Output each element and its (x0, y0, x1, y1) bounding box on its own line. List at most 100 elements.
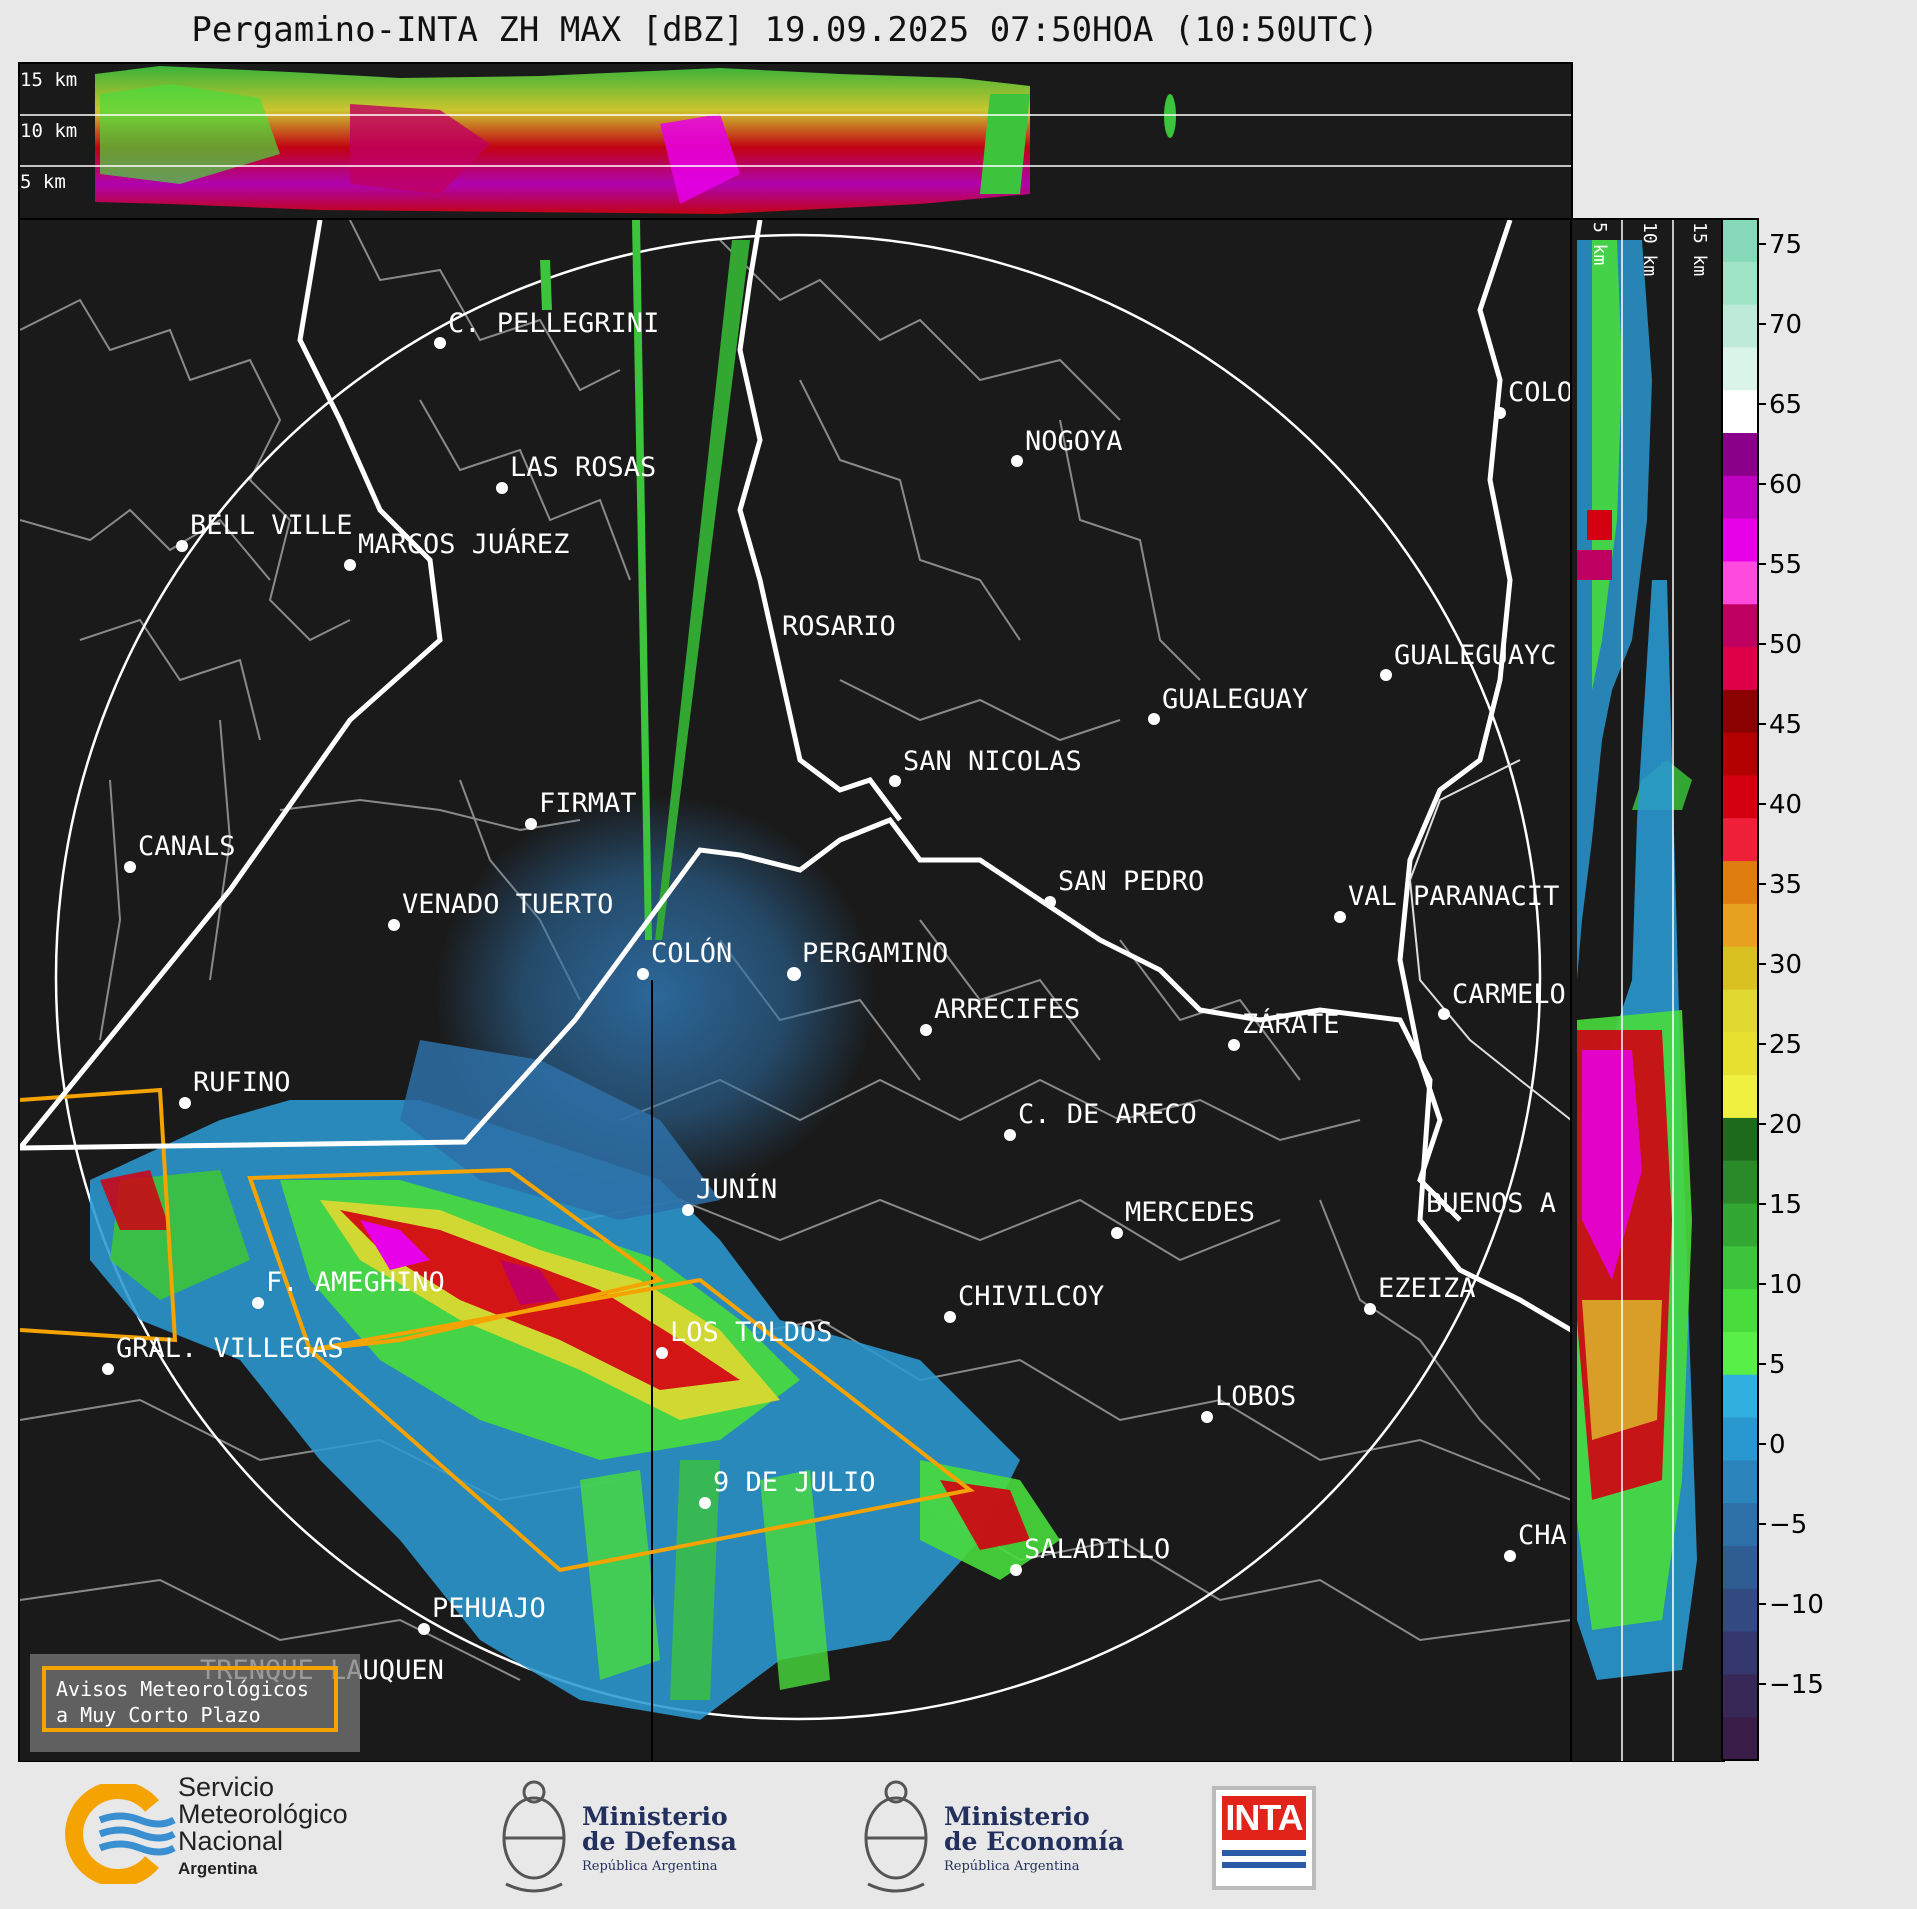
warning-legend: Avisos Meteorológicos a Muy Corto Plazo (30, 1654, 360, 1752)
province-border-south (20, 816, 1571, 1333)
city-label: COLO (1508, 377, 1571, 408)
city-label: BELL VILLE (190, 510, 353, 541)
defensa-line1: Ministerio (582, 1802, 728, 1831)
city-label: ARRECIFES (934, 994, 1080, 1025)
boundary-line (719, 239, 1121, 421)
warning-polygon-3 (305, 1277, 975, 1573)
economia-line3: República Argentina (944, 1859, 1080, 1874)
boundary-line (20, 1578, 521, 1681)
echo-core-2 (500, 1260, 560, 1305)
radar-map-svg[interactable]: C. PELLEGRINI LAS ROSAS BELL VILLE MARCO… (20, 220, 1571, 1761)
city-label: BUENOS A (1426, 1188, 1556, 1219)
side-height-label-15: 15 km (1689, 222, 1710, 276)
city-dot (1228, 1039, 1240, 1051)
colorbar-swatch (1722, 818, 1758, 862)
city-label: 9 DE JULIO (713, 1467, 876, 1498)
city-label: C. PELLEGRINI (448, 308, 659, 339)
city-label: ROSARIO (782, 611, 896, 642)
isolated-echo (540, 260, 552, 310)
colorbar-swatch (1722, 433, 1758, 477)
boundary-line (579, 1198, 1281, 1262)
colorbar-swatch (1722, 1075, 1758, 1119)
footer-logos: Servicio Meteorológico Nacional Argentin… (0, 1762, 1917, 1909)
top-profile-core-2 (660, 114, 740, 204)
boundary-line (209, 719, 232, 981)
radar-range-circle (54, 233, 1542, 1721)
colorbar-swatch (1722, 1331, 1758, 1376)
warning-legend-line2: a Muy Corto Plazo (56, 1703, 261, 1727)
city-dot (1438, 1008, 1450, 1020)
city-label: LOS TOLDOS (670, 1317, 833, 1348)
colorbar-tick-label: −15 (1769, 1670, 1824, 1700)
colorbar-swatch (1722, 689, 1758, 734)
side-profile-svg: 5 km 10 km 15 km (1577, 220, 1710, 1761)
colorbar-tick-label: 55 (1769, 550, 1802, 580)
boundary-line (719, 1318, 1571, 1501)
city-label: RUFINO (193, 1067, 291, 1098)
coat-laurel (867, 1882, 925, 1893)
inta-logo-bar (1222, 1862, 1306, 1868)
colorbar-swatches (1722, 219, 1758, 1761)
warning-polygons (20, 1087, 975, 1573)
colorbar-tick-label: 0 (1769, 1430, 1786, 1460)
city-dot (656, 1347, 668, 1359)
colorbar-swatch (1722, 1503, 1758, 1547)
colorbar-swatch (1722, 1160, 1758, 1205)
top-profile-isolated-echo (1164, 94, 1176, 138)
colorbar-tick-label: 20 (1769, 1110, 1802, 1140)
smn-logo-ring (65, 1784, 159, 1884)
colorbar-swatch (1722, 347, 1758, 391)
boundary-line (1319, 1199, 1541, 1481)
city-label: CHA (1518, 1520, 1567, 1551)
radar-map-panel[interactable]: C. PELLEGRINI LAS ROSAS BELL VILLE MARCO… (18, 218, 1573, 1763)
boundary-line (799, 379, 1021, 641)
city-dot (102, 1363, 114, 1375)
city-label: F. AMEGHINO (266, 1267, 445, 1298)
colorbar-tick-label: 25 (1769, 1030, 1802, 1060)
side-height-label-5: 5 km (1589, 222, 1610, 265)
city-dot (434, 337, 446, 349)
radial-spike-nne (655, 240, 750, 940)
colorbar-swatch (1722, 1246, 1758, 1290)
smn-line2: Meteorológico (178, 1799, 348, 1829)
side-vertical-profile-panel: 5 km 10 km 15 km (1570, 218, 1725, 1763)
city-label: CHIVILCOY (958, 1281, 1104, 1312)
colorbar-swatch (1722, 304, 1758, 349)
defensa-coat-of-arms (502, 1780, 566, 1893)
top-profile-edge (980, 94, 1030, 194)
defensa-line2: de Defensa (582, 1827, 737, 1856)
city-label: COLÓN (651, 937, 732, 969)
city-dot (1364, 1303, 1376, 1315)
echo-core-1 (360, 1220, 430, 1270)
city-label: CANALS (138, 831, 236, 862)
side-profile-echo-south-magenta (1582, 1050, 1642, 1280)
boundary-line (99, 779, 122, 1041)
city-labels: C. PELLEGRINI LAS ROSAS BELL VILLE MARCO… (102, 308, 1571, 1686)
echo-weak (400, 1040, 720, 1220)
top-profile-core (350, 104, 490, 194)
city-dot (944, 1311, 956, 1323)
city-label: SAN PEDRO (1058, 866, 1204, 897)
smn-logo-wave-1 (98, 1812, 176, 1828)
colorbar-swatch (1722, 1203, 1758, 1247)
city-dot (1380, 669, 1392, 681)
colorbar-swatch (1722, 1545, 1758, 1590)
city-label: MARCOS JUÁREZ (358, 528, 569, 560)
colorbar-swatch (1722, 561, 1758, 605)
defensa-line3: República Argentina (582, 1859, 718, 1874)
city-dot (1504, 1550, 1516, 1562)
coat-sun (522, 1780, 546, 1804)
city-label: SALADILLO (1024, 1534, 1170, 1565)
economia-coat-of-arms (864, 1780, 928, 1893)
city-label: LOBOS (1215, 1381, 1296, 1412)
city-dot (889, 775, 901, 787)
boundary-line (1059, 419, 1201, 681)
colorbar-tick-label: 30 (1769, 950, 1802, 980)
city-dot (525, 818, 537, 830)
defensa-logo-text: Ministerio de Defensa República Argentin… (582, 1804, 737, 1879)
echo-south-band-2 (670, 1460, 720, 1700)
economia-line1: Ministerio (944, 1802, 1090, 1831)
smn-logo-icon (65, 1784, 176, 1884)
city-label: LAS ROSAS (510, 452, 656, 483)
